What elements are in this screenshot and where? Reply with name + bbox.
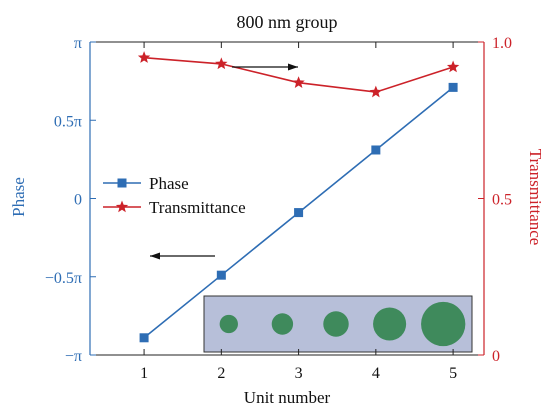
x-tick-label: 1 bbox=[140, 365, 148, 382]
inset-unit-circle bbox=[271, 313, 294, 335]
x-axis-label: Unit number bbox=[244, 388, 331, 407]
chart-title: 800 nm group bbox=[237, 12, 338, 32]
transmittance-point bbox=[292, 76, 305, 88]
arrow-right-transmittance-head bbox=[288, 63, 298, 71]
transmittance-series-line bbox=[144, 56, 454, 93]
right-tick-label: 0.5 bbox=[492, 192, 512, 209]
left-axis-label: Phase bbox=[9, 177, 28, 217]
series-group bbox=[137, 51, 460, 343]
x-tick-label: 4 bbox=[372, 365, 380, 382]
left-tick-label: π bbox=[74, 35, 82, 52]
legend-transmittance-label: Transmittance bbox=[149, 198, 246, 217]
phase-point bbox=[448, 82, 458, 92]
x-tick-label: 2 bbox=[217, 365, 225, 382]
transmittance-point bbox=[369, 85, 383, 98]
transmittance-point bbox=[215, 57, 228, 70]
left-tick-label: 0.5π bbox=[54, 113, 82, 130]
x-tick-label: 5 bbox=[449, 365, 457, 382]
axes-group: 1 2 3 4 5 −π −0.5π 0 0.5π π 0 0.5 1.0 bbox=[45, 35, 512, 382]
inset-unit-circle bbox=[323, 311, 349, 337]
inset-group bbox=[203, 295, 473, 353]
inset-unit-circle bbox=[373, 307, 407, 341]
transmittance-point bbox=[446, 60, 460, 73]
x-tick-label: 3 bbox=[295, 365, 303, 382]
left-tick-label: 0 bbox=[74, 192, 82, 209]
phase-point bbox=[294, 208, 304, 218]
phase-point bbox=[371, 145, 381, 155]
right-tick-label: 1.0 bbox=[492, 35, 512, 52]
labels-group: 800 nm group Unit number Phase Transmitt… bbox=[9, 12, 543, 407]
legend-group: Phase Transmittance bbox=[103, 174, 246, 217]
legend-phase-marker bbox=[117, 178, 127, 188]
transmittance-point bbox=[137, 51, 151, 63]
inset-unit-circle bbox=[421, 301, 466, 347]
left-tick-label: −0.5π bbox=[45, 270, 82, 287]
right-axis-label: Transmittance bbox=[526, 149, 543, 246]
arrow-left-phase-head bbox=[150, 252, 160, 260]
legend-transmittance-marker bbox=[115, 200, 129, 213]
inset-unit-circle bbox=[219, 314, 238, 334]
left-tick-label: −π bbox=[65, 348, 82, 365]
legend-phase-label: Phase bbox=[149, 174, 189, 193]
phase-point bbox=[139, 333, 149, 343]
phase-point bbox=[216, 270, 226, 280]
right-tick-label: 0 bbox=[492, 348, 500, 365]
